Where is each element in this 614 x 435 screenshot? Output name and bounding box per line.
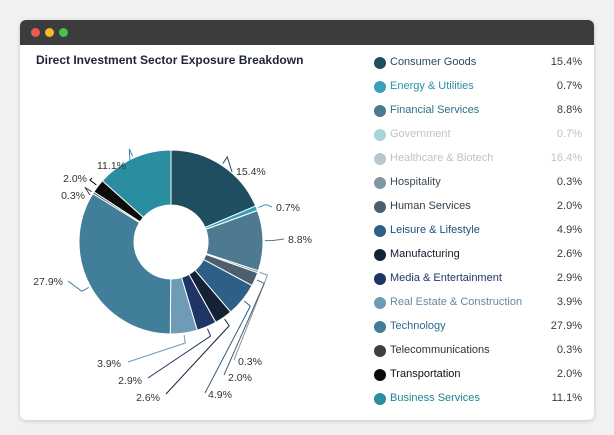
legend-swatch-icon (374, 57, 386, 69)
legend-value: 0.7% (556, 128, 582, 140)
legend-value: 2.0% (556, 368, 582, 380)
legend-item-telecommunications[interactable]: Telecommunications 0.3% (372, 342, 584, 366)
legend-label: Leisure & Lifestyle (390, 224, 480, 236)
legend-item-media-and-entertainment[interactable]: Media & Entertainment 2.9% (372, 270, 584, 294)
data-label-transportation: 2.0% (63, 173, 87, 185)
legend-label: Hospitality (390, 176, 441, 188)
legend-value: 0.3% (556, 344, 582, 356)
legend-swatch-icon (374, 345, 386, 357)
legend-value: 27.9% (550, 320, 582, 332)
window-titlebar (20, 20, 594, 45)
chart-title: Direct Investment Sector Exposure Breakd… (36, 53, 304, 67)
chart-legend: Consumer Goods 15.4% Energy & Utilities 0.7… (372, 54, 584, 414)
legend-swatch-icon (374, 81, 386, 93)
legend-label: Healthcare & Biotech (390, 152, 494, 164)
leader-line-telecommunications (84, 186, 92, 196)
legend-value: 0.3% (556, 176, 582, 188)
legend-swatch-icon (374, 273, 386, 285)
minimize-window-icon[interactable] (45, 28, 54, 37)
legend-label: Media & Entertainment (390, 272, 502, 284)
legend-label: Human Services (390, 200, 471, 212)
data-label-energy-and-utilities: 0.7% (276, 202, 300, 214)
legend-item-consumer-goods[interactable]: Consumer Goods 15.4% (372, 54, 584, 78)
legend-swatch-icon (374, 393, 386, 405)
legend-item-energy-and-utilities[interactable]: Energy & Utilities 0.7% (372, 78, 584, 102)
legend-label: Transportation (390, 368, 461, 380)
data-label-real-estate-and-construction: 3.9% (97, 358, 121, 370)
legend-value: 3.9% (556, 296, 582, 308)
maximize-window-icon[interactable] (59, 28, 68, 37)
leader-line-transportation (89, 177, 97, 186)
legend-item-real-estate-and-construction[interactable]: Real Estate & Construction 3.9% (372, 294, 584, 318)
data-label-manufacturing: 2.6% (136, 392, 160, 404)
legend-value: 0.7% (556, 80, 582, 92)
legend-value: 2.9% (556, 272, 582, 284)
legend-label: Government (390, 128, 451, 140)
legend-item-healthcare-and-biotech[interactable]: Healthcare & Biotech 16.4% (372, 150, 584, 174)
leader-line-real-estate-and-construction (127, 335, 186, 363)
leader-line-consumer-goods (222, 155, 233, 173)
legend-label: Technology (390, 320, 446, 332)
legend-swatch-icon (374, 297, 386, 309)
legend-item-financial-services[interactable]: Financial Services 8.8% (372, 102, 584, 126)
data-label-hospitality: 0.3% (238, 356, 262, 368)
legend-label: Energy & Utilities (390, 80, 474, 92)
legend-swatch-icon (374, 201, 386, 213)
data-label-technology: 27.9% (33, 276, 63, 288)
legend-label: Manufacturing (390, 248, 460, 260)
legend-swatch-icon (374, 129, 386, 141)
legend-value: 2.6% (556, 248, 582, 260)
legend-item-business-services[interactable]: Business Services 11.1% (372, 390, 584, 414)
legend-value: 16.4% (550, 152, 582, 164)
leader-line-human-services (223, 279, 265, 376)
legend-item-transportation[interactable]: Transportation 2.0% (372, 366, 584, 390)
leader-line-business-services (128, 148, 134, 164)
legend-label: Financial Services (390, 104, 480, 116)
leader-line-media-and-entertainment (147, 328, 212, 379)
legend-item-manufacturing[interactable]: Manufacturing 2.6% (372, 246, 584, 270)
legend-swatch-icon (374, 225, 386, 237)
leader-line-manufacturing (165, 318, 230, 395)
legend-swatch-icon (374, 153, 386, 165)
data-label-consumer-goods: 15.4% (236, 166, 266, 178)
legend-value: 15.4% (550, 56, 582, 68)
legend-value: 2.0% (556, 200, 582, 212)
chart-window: Direct Investment Sector Exposure Breakd… (20, 20, 594, 420)
legend-item-technology[interactable]: Technology 27.9% (372, 318, 584, 342)
legend-swatch-icon (374, 369, 386, 381)
leader-line-energy-and-utilities (258, 204, 273, 208)
slice-technology[interactable] (78, 192, 172, 335)
leader-line-leisure-and-lifestyle (204, 300, 251, 394)
legend-item-human-services[interactable]: Human Services 2.0% (372, 198, 584, 222)
close-window-icon[interactable] (31, 28, 40, 37)
legend-item-government[interactable]: Government 0.7% (372, 126, 584, 150)
legend-swatch-icon (374, 177, 386, 189)
legend-value: 4.9% (556, 224, 582, 236)
legend-swatch-icon (374, 249, 386, 261)
legend-swatch-icon (374, 321, 386, 333)
legend-label: Real Estate & Construction (390, 296, 523, 308)
donut-chart: 15.4% 0.7% 8.8% 0.3% 2.0% 4.9% 2.6% 2.9% 3.9% 27.… (33, 148, 312, 404)
legend-swatch-icon (374, 105, 386, 117)
data-label-human-services: 2.0% (228, 372, 252, 384)
legend-label: Business Services (390, 392, 480, 404)
leader-line-financial-services (264, 238, 285, 242)
data-label-telecommunications: 0.3% (61, 190, 85, 202)
leader-line-technology (67, 280, 89, 292)
slice-business-services[interactable] (101, 149, 172, 219)
data-label-business-services: 11.1% (97, 160, 126, 172)
legend-label: Telecommunications (390, 344, 490, 356)
legend-value: 8.8% (556, 104, 582, 116)
slice-consumer-goods[interactable] (170, 149, 257, 229)
data-label-financial-services: 8.8% (288, 234, 312, 246)
legend-item-leisure-and-lifestyle[interactable]: Leisure & Lifestyle 4.9% (372, 222, 584, 246)
legend-label: Consumer Goods (390, 56, 477, 68)
legend-value: 11.1% (551, 392, 582, 404)
data-label-leisure-and-lifestyle: 4.9% (208, 389, 232, 401)
legend-item-hospitality[interactable]: Hospitality 0.3% (372, 174, 584, 198)
leader-line-hospitality (233, 271, 269, 361)
data-label-media-and-entertainment: 2.9% (118, 375, 142, 387)
